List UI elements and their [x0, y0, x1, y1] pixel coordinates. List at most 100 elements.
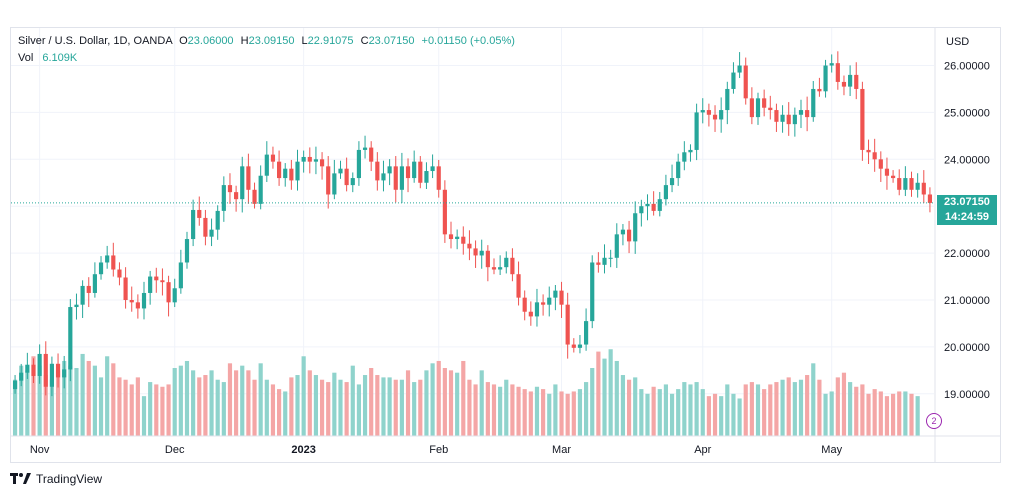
- volume-bar: [375, 375, 380, 436]
- price-axis[interactable]: 19.0000020.0000021.0000022.0000023.00000…: [944, 61, 990, 401]
- x-tick-label: 2023: [291, 444, 315, 456]
- volume-bar: [313, 375, 319, 436]
- volume-bar: [31, 356, 36, 436]
- candle-body: [301, 156, 306, 162]
- candle-body: [461, 236, 466, 244]
- volume-bar: [86, 360, 91, 436]
- time-axis[interactable]: Nov Dec 2023 Feb Mar Apr May: [30, 444, 843, 456]
- volume-bar: [332, 372, 337, 436]
- close-label: C: [360, 35, 369, 47]
- candle-body: [909, 178, 914, 190]
- candle-body: [184, 239, 190, 263]
- volume-bar: [805, 375, 810, 436]
- volume-bar: [854, 386, 859, 436]
- candle-body: [448, 234, 454, 240]
- volume-bar: [197, 377, 202, 436]
- volume-bar: [455, 372, 460, 436]
- x-tick-label: Dec: [165, 444, 185, 456]
- volume-bar: [105, 356, 110, 436]
- candle-body: [135, 302, 140, 309]
- volume-bar: [221, 382, 226, 436]
- volume-bar: [504, 379, 509, 436]
- volume-bar: [62, 360, 67, 436]
- candle-body: [412, 161, 417, 179]
- candle-body: [467, 243, 472, 249]
- volume-bar: [356, 384, 361, 436]
- volume-bar: [608, 349, 613, 436]
- volume-bar: [915, 396, 920, 436]
- volume-bar: [283, 391, 288, 436]
- candle-body: [663, 185, 668, 200]
- candle-body: [553, 290, 558, 298]
- candle-body: [62, 369, 67, 378]
- volume-bar: [602, 358, 607, 436]
- volume-bar: [639, 389, 644, 436]
- candle-body: [313, 159, 319, 162]
- candle-body: [614, 234, 619, 258]
- candle-body: [295, 161, 300, 181]
- candle-body: [792, 114, 797, 125]
- candle-body: [571, 344, 576, 348]
- volume-bar: [277, 389, 282, 436]
- candle-body: [755, 98, 761, 118]
- candle-body: [811, 88, 816, 118]
- volume-bar: [884, 396, 890, 436]
- volume-bar: [596, 351, 601, 436]
- volume-bar: [891, 393, 896, 436]
- candle-body: [884, 168, 890, 176]
- volume-bar: [485, 382, 490, 436]
- candle-body: [405, 166, 411, 179]
- volume-bar: [774, 382, 779, 436]
- candle-body: [117, 269, 122, 278]
- volume-bar: [25, 370, 30, 436]
- close-value: 23.07150: [368, 35, 415, 47]
- volume-bar: [798, 379, 804, 436]
- candle-body: [362, 147, 368, 150]
- candle-body: [246, 166, 251, 190]
- open-value: 23.06000: [187, 35, 234, 47]
- volume-bar: [344, 382, 349, 436]
- candle-body: [774, 110, 779, 122]
- candle-body: [68, 307, 73, 370]
- candle-body: [669, 178, 675, 186]
- candle-body: [55, 363, 61, 378]
- volume-bar: [817, 379, 822, 436]
- volume-bar: [498, 386, 503, 436]
- candle-body: [160, 280, 165, 283]
- indicator-settings-icon[interactable]: 2: [926, 413, 942, 429]
- tradingview-logo[interactable]: TradingView: [10, 472, 102, 486]
- y-tick-label: 25.00000: [944, 107, 990, 119]
- volume-bar: [270, 384, 276, 436]
- y-tick-label: 21.00000: [944, 295, 990, 307]
- volume-bar: [829, 391, 834, 436]
- volume-bar: [191, 370, 196, 436]
- volume-bar: [743, 384, 748, 436]
- volume-bar: [123, 379, 128, 436]
- candle-body: [289, 168, 294, 181]
- volume-bar: [178, 365, 183, 436]
- volume-bar: [792, 382, 797, 436]
- candle-body: [252, 189, 257, 204]
- volume-bar: [295, 375, 300, 436]
- candle-body: [319, 159, 325, 167]
- candle-body: [31, 364, 36, 376]
- volume-bar: [240, 365, 245, 436]
- volume-bar: [399, 379, 404, 436]
- volume-label[interactable]: Vol: [18, 52, 34, 64]
- candle-body: [498, 267, 503, 270]
- volume-bar: [547, 393, 552, 436]
- candle-body: [436, 166, 441, 190]
- volume-bar: [590, 368, 595, 436]
- symbol-title[interactable]: Silver / U.S. Dollar, 1D, OANDA: [18, 35, 173, 47]
- candle-body: [786, 114, 791, 125]
- volume-bar: [172, 368, 177, 436]
- volume-bar: [117, 377, 122, 436]
- candle-body: [903, 178, 908, 190]
- candle-body: [491, 267, 497, 270]
- volume-bar: [430, 363, 435, 436]
- volume-bar: [669, 393, 675, 436]
- candlesticks: [12, 51, 933, 397]
- candle-body: [74, 304, 79, 308]
- candle-body: [927, 194, 933, 203]
